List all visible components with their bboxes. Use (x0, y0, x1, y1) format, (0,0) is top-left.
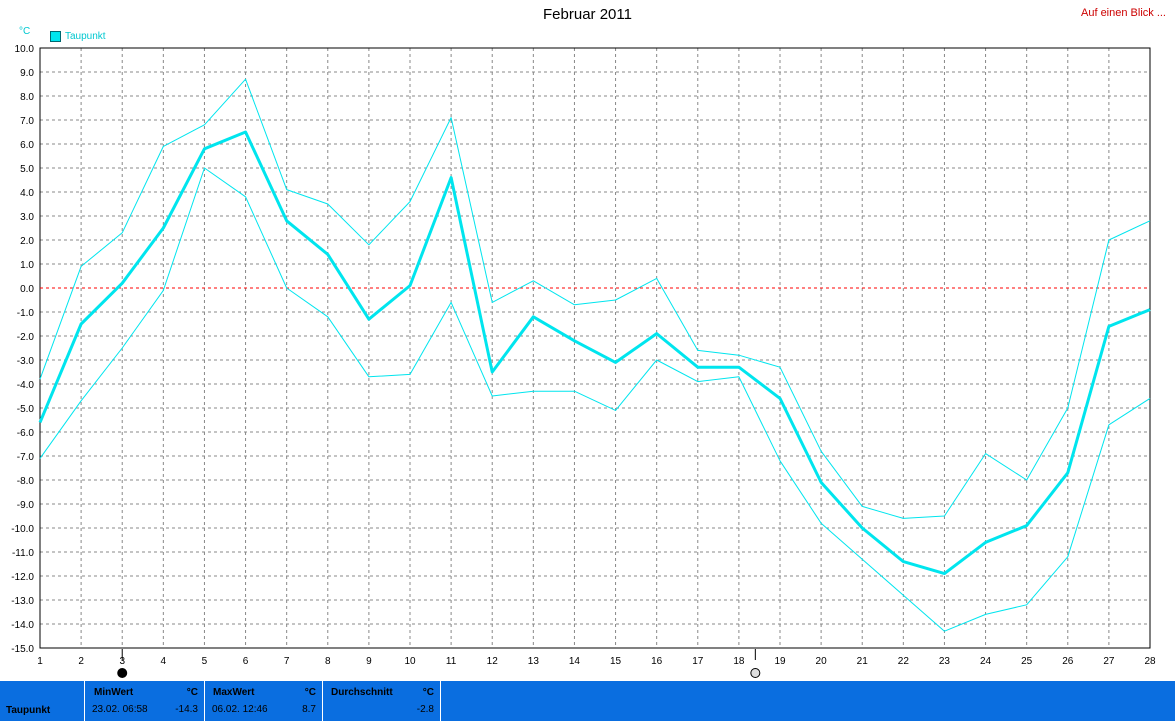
y-tick-label: 9.0 (20, 68, 34, 79)
x-tick-label: 4 (161, 656, 167, 667)
max-value: 8.7 (302, 704, 316, 715)
x-tick-label: 27 (1103, 656, 1115, 667)
x-tick-label: 18 (733, 656, 745, 667)
y-tick-label: -1.0 (17, 308, 35, 319)
min-unit: °C (186, 687, 198, 698)
legend: Taupunkt (50, 31, 106, 42)
plot-frame (39, 47, 1151, 649)
x-tick-label: 28 (1144, 656, 1156, 667)
x-tick-label: 23 (939, 656, 951, 667)
x-tick-label: 2 (78, 656, 84, 667)
y-tick-label: -13.0 (11, 596, 34, 607)
min-value: -14.3 (175, 704, 198, 715)
y-tick-label: 0.0 (20, 284, 34, 295)
avg-value: -2.8 (416, 704, 434, 715)
x-tick-label: 13 (528, 656, 540, 667)
x-tick-label: 11 (446, 656, 457, 667)
x-tick-label: 10 (404, 656, 416, 667)
y-tick-label: -5.0 (17, 404, 35, 415)
y-tick-label: -15.0 (11, 644, 34, 655)
y-tick-label: -10.0 (11, 524, 34, 535)
legend-swatch (50, 31, 61, 42)
legend-label: Taupunkt (65, 31, 106, 42)
x-tick-label: 3 (119, 656, 125, 667)
x-tick-label: 6 (243, 656, 249, 667)
avg-header: Durchschnitt (331, 687, 393, 698)
y-tick-label: 7.0 (20, 116, 34, 127)
x-tick-label: 9 (366, 656, 372, 667)
y-tick-label: -11.0 (12, 548, 34, 559)
avg-unit: °C (422, 687, 434, 698)
max-header: MaxWert (213, 687, 255, 698)
footer-avg-cell: Durchschnitt °C -2.8 (323, 681, 441, 721)
series-line-min (39, 167, 1151, 632)
y-tick-label: -14.0 (11, 620, 34, 631)
overview-link[interactable]: Auf einen Blick ... (1081, 7, 1166, 19)
x-tick-label: 12 (487, 656, 499, 667)
footer-min-cell: MinWert °C 23.02. 06:58 -14.3 (85, 681, 205, 721)
x-tick-label: 17 (692, 656, 704, 667)
y-tick-label: 10.0 (15, 44, 35, 55)
y-tick-label: -8.0 (17, 476, 35, 487)
stats-footer: Taupunkt MinWert °C 23.02. 06:58 -14.3 M… (0, 681, 1175, 721)
x-tick-label: 16 (651, 656, 663, 667)
y-tick-label: 4.0 (20, 188, 34, 199)
x-tick-label: 5 (202, 656, 208, 667)
y-tick-label: -9.0 (17, 500, 35, 511)
dewpoint-chart: 10.0 9.0 8.0 7.0 6.0 5.0 4.0 3.0 2.0 1.0 0.0 -1.0 -2… (11, 44, 1156, 678)
max-unit: °C (304, 687, 316, 698)
chart-title: Februar 2011 (543, 6, 632, 23)
footer-series-label: Taupunkt (6, 705, 51, 716)
footer-series-cell: Taupunkt (0, 681, 85, 721)
x-tick-label: 14 (569, 656, 581, 667)
y-tick-label: 8.0 (20, 92, 34, 103)
y-tick-label: 3.0 (20, 212, 34, 223)
x-tick-label: 22 (898, 656, 910, 667)
y-tick-label: 5.0 (20, 164, 34, 175)
new-moon-icon (750, 668, 761, 678)
x-tick-label: 8 (325, 656, 331, 667)
x-tick-label: 1 (37, 656, 43, 667)
min-header: MinWert (94, 687, 134, 698)
full-moon-icon (117, 668, 128, 678)
x-tick-label: 20 (816, 656, 828, 667)
y-axis-unit: °C (19, 26, 31, 37)
x-tick-label: 24 (980, 656, 992, 667)
y-tick-label: -3.0 (17, 356, 35, 367)
y-tick-label: 1.0 (20, 260, 34, 271)
y-tick-label: -2.0 (17, 332, 35, 343)
y-tick-label: -12.0 (11, 572, 34, 583)
series-line-max (39, 78, 1151, 519)
x-tick-label: 7 (284, 656, 290, 667)
footer-max-cell: MaxWert °C 06.02. 12:46 8.7 (205, 681, 323, 721)
y-tick-label: 2.0 (20, 236, 34, 247)
x-tick-label: 19 (774, 656, 786, 667)
x-tick-label: 21 (857, 656, 869, 667)
x-tick-label: 25 (1021, 656, 1033, 667)
y-tick-label: -4.0 (17, 380, 35, 391)
min-date: 23.02. 06:58 (92, 704, 148, 715)
max-date: 06.02. 12:46 (212, 704, 268, 715)
x-tick-label: 15 (610, 656, 622, 667)
y-tick-label: 6.0 (20, 140, 34, 151)
x-tick-label: 26 (1062, 656, 1074, 667)
y-tick-label: -6.0 (17, 428, 35, 439)
y-tick-label: -7.0 (17, 452, 35, 463)
series-line-mean (38, 130, 1151, 576)
